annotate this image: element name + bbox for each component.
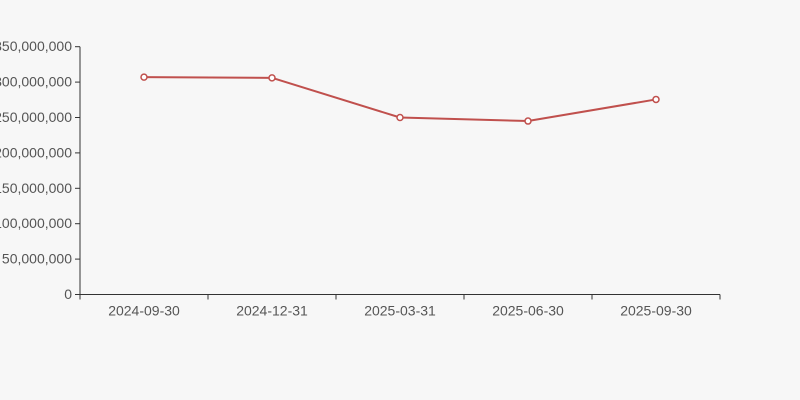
y-axis-tick-label: 200,000,000 xyxy=(0,144,72,160)
y-axis-tick-label: 50,000,000 xyxy=(2,251,72,267)
y-axis-tick-label: 100,000,000 xyxy=(0,215,72,231)
data-point-marker xyxy=(396,113,404,122)
y-axis-tick-label: 250,000,000 xyxy=(0,109,72,125)
data-point-marker xyxy=(652,95,660,104)
x-axis-tick-label: 2025-09-30 xyxy=(620,303,692,319)
x-axis-tick-label: 2025-06-30 xyxy=(492,303,564,319)
y-axis-tick-label: 300,000,000 xyxy=(0,74,72,90)
x-axis-tick-label: 2024-12-31 xyxy=(236,303,308,319)
y-axis-tick-label: 350,000,000 xyxy=(0,38,72,54)
y-axis-tick-label: 150,000,000 xyxy=(0,180,72,196)
y-axis-tick-label: 0 xyxy=(64,286,72,302)
data-point-marker xyxy=(268,74,276,82)
data-point-marker xyxy=(140,73,148,81)
x-axis-tick-label: 2025-03-31 xyxy=(364,303,436,319)
x-axis-tick-label: 2024-09-30 xyxy=(108,303,180,319)
data-point-marker xyxy=(524,117,532,125)
